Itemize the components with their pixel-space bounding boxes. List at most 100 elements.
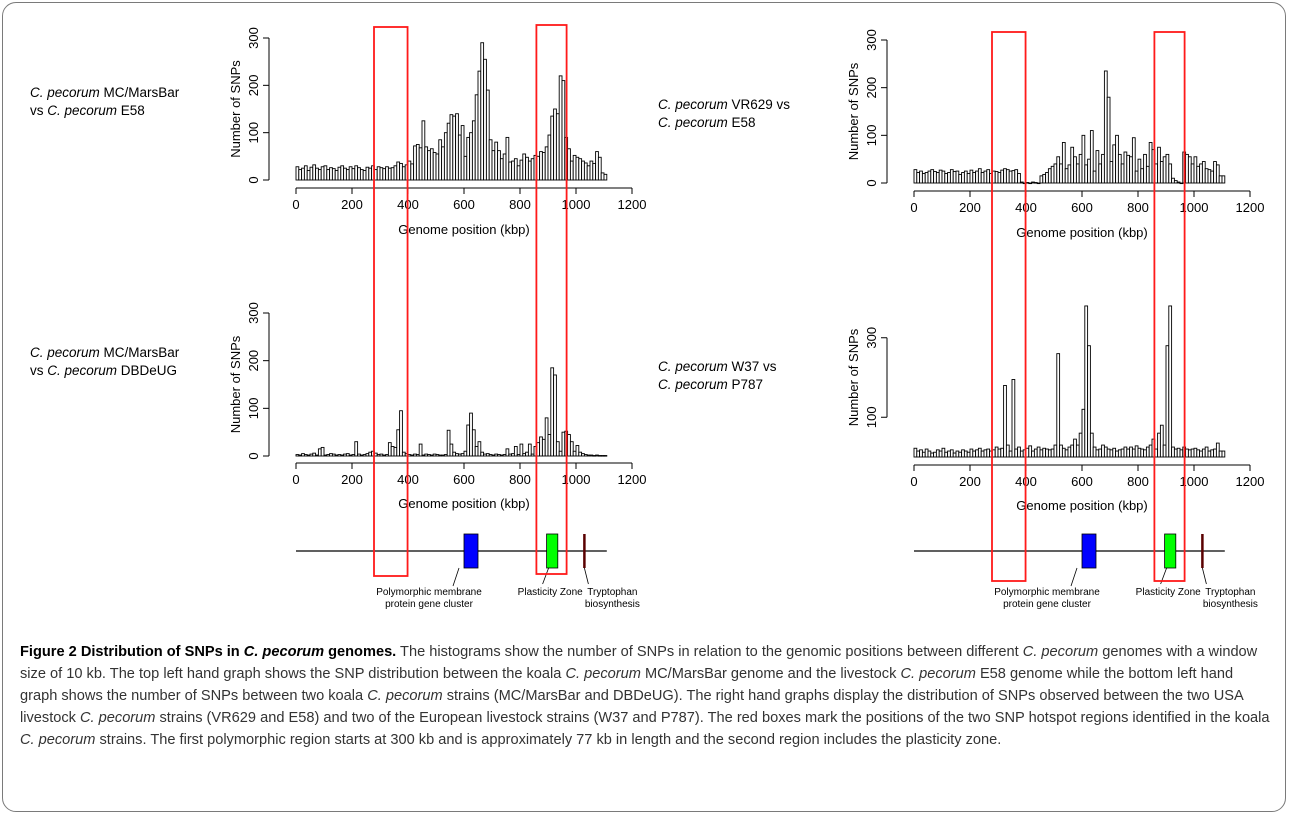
- snp-hotspot-box-left-2: [535, 24, 568, 575]
- histogram-bar: [1081, 134, 1086, 184]
- x-tick-label: 800: [509, 472, 531, 487]
- x-tick-label: 200: [341, 472, 363, 487]
- x-tick-label: 200: [341, 197, 363, 212]
- y-tick-label: 300: [864, 327, 879, 349]
- histogram-bar: [555, 441, 560, 457]
- histogram-bar: [460, 125, 465, 181]
- x-tick-label: 800: [1127, 200, 1149, 215]
- histogram-bar: [519, 443, 524, 457]
- y-axis-label: Number of SNPs: [846, 328, 861, 426]
- panel-label-top-left: C. pecorum MC/MarsBar vs C. pecorum E58: [30, 85, 180, 118]
- snp-hotspot-box-left-1: [373, 26, 409, 577]
- histogram-bar: [1019, 181, 1024, 184]
- y-tick-label: 200: [246, 74, 261, 96]
- histogram-bar: [513, 446, 518, 457]
- x-tick-label: 1000: [562, 472, 591, 487]
- histogram-bar: [597, 156, 602, 181]
- figure-caption: Figure 2 Distribution of SNPs in C. peco…: [20, 644, 1270, 748]
- histogram-bar: [1168, 305, 1173, 458]
- pmp-label-line2: protein gene cluster: [1003, 599, 1092, 610]
- y-tick-label: 100: [864, 124, 879, 146]
- histogram-bar: [553, 374, 557, 457]
- histogram-bar: [1159, 424, 1164, 458]
- chart-panel-1: [263, 37, 633, 194]
- histogram-bar: [1131, 137, 1136, 184]
- histogram-bar: [1168, 163, 1173, 184]
- x-tick-label: 0: [910, 200, 917, 215]
- histogram-bar: [446, 429, 451, 457]
- histogram-bar: [1089, 432, 1094, 458]
- histogram-bar: [1056, 353, 1061, 458]
- histogram-bar: [312, 452, 317, 457]
- histogram-bar: [1106, 96, 1111, 184]
- y-tick-label: 0: [246, 176, 261, 183]
- trp-label-line1: Tryptophan: [587, 587, 637, 598]
- histogram-bar: [603, 455, 608, 457]
- pz-label: Plasticity Zone: [1136, 587, 1201, 598]
- histogram-bar: [477, 441, 482, 457]
- pmp-label-line2: protein gene cluster: [385, 599, 474, 610]
- trp-leader-line: [1202, 567, 1207, 585]
- x-tick-label: 600: [453, 472, 475, 487]
- pmp-label-line1: Polymorphic membrane: [994, 587, 1100, 598]
- trp-leader-line: [584, 567, 589, 585]
- histogram-bar: [1011, 379, 1016, 458]
- x-tick-label: 1200: [1236, 474, 1265, 489]
- histogram-bar: [320, 446, 325, 457]
- x-tick-label: 600: [1071, 200, 1093, 215]
- y-tick-label: 0: [246, 452, 261, 459]
- x-tick-label: 1200: [1236, 200, 1265, 215]
- histogram-bar: [1221, 175, 1226, 184]
- y-tick-label: 100: [246, 397, 261, 419]
- y-axis-label: Number of SNPs: [846, 62, 861, 160]
- x-tick-label: 1000: [1180, 474, 1209, 489]
- histogram-bar: [505, 136, 510, 181]
- histogram-bar: [354, 441, 359, 457]
- x-tick-label: 0: [292, 472, 299, 487]
- pmp-leader-line: [1070, 567, 1078, 587]
- histogram-bar: [399, 410, 403, 457]
- snp-hotspot-box-right-2: [1153, 31, 1186, 582]
- histogram-bar: [1003, 385, 1007, 458]
- plasticity-zone-block: [1164, 533, 1177, 569]
- x-tick-label: 1200: [618, 197, 647, 212]
- y-tick-label: 300: [246, 302, 261, 324]
- histogram-bar: [1061, 142, 1066, 184]
- panel-label-bottom-left: C. pecorum MC/MarsBar vs C. pecorum DBDe…: [30, 345, 180, 378]
- plasticity-zone-block: [546, 533, 559, 569]
- panel-label-bottom-right: C. pecorum W37 vs C. pecorum P787: [658, 359, 777, 392]
- histogram-bar: [449, 443, 454, 457]
- x-tick-label: 800: [509, 197, 531, 212]
- chart-panel-4: [881, 305, 1251, 471]
- x-tick-label: 200: [959, 474, 981, 489]
- pz-label: Plasticity Zone: [518, 587, 583, 598]
- panel-label-top-right: C. pecorum VR629 vs C. pecorum E58: [658, 97, 791, 130]
- caption-title: Figure 2 Distribution of SNPs in C. peco…: [20, 644, 397, 660]
- pmp-leader-line: [452, 567, 460, 587]
- x-axis-label: Genome position (kbp): [398, 496, 530, 511]
- x-axis-label: Genome position (kbp): [1016, 225, 1148, 240]
- histogram-bar: [1087, 345, 1091, 458]
- histogram-bar: [527, 443, 532, 457]
- pz-leader-line: [542, 567, 549, 585]
- histogram-bar: [569, 441, 574, 457]
- histogram-bar: [1089, 130, 1094, 184]
- x-tick-label: 600: [453, 197, 475, 212]
- histogram-bar: [575, 445, 580, 457]
- y-tick-label: 100: [864, 406, 879, 428]
- y-tick-label: 100: [246, 122, 261, 144]
- histogram-bar: [1176, 181, 1181, 184]
- pmp-gene-cluster-block: [463, 533, 479, 569]
- histogram-bar: [603, 173, 608, 181]
- pmp-label-line1: Polymorphic membrane: [376, 587, 482, 598]
- trp-label-line1: Tryptophan: [1205, 587, 1255, 598]
- y-tick-label: 0: [864, 179, 879, 186]
- x-axis-label: Genome position (kbp): [398, 222, 530, 237]
- y-axis-label: Number of SNPs: [228, 335, 243, 433]
- y-tick-label: 200: [864, 77, 879, 99]
- y-tick-label: 300: [246, 27, 261, 49]
- genome-map-right: [914, 533, 1225, 587]
- trp-label-line2: biosynthesis: [1203, 599, 1258, 610]
